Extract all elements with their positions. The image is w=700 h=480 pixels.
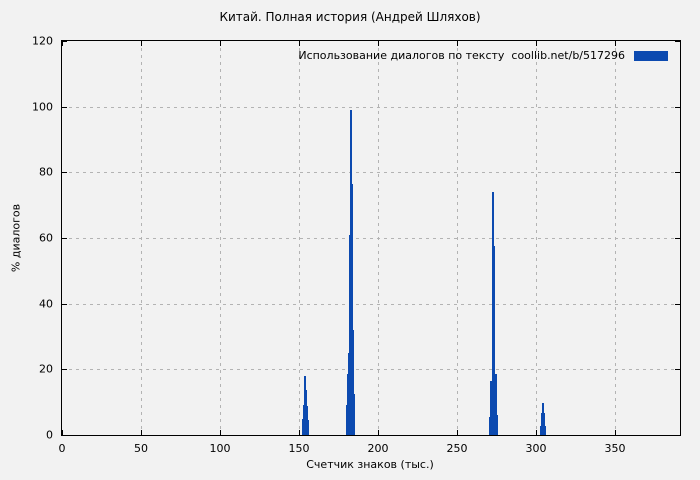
y-gridline — [62, 172, 680, 173]
y-gridline — [62, 238, 680, 239]
y-tick-label: 40 — [39, 297, 53, 311]
x-tick-mark — [62, 430, 63, 435]
legend-swatch-icon — [634, 50, 668, 61]
x-tick-mark — [536, 430, 537, 435]
x-axis-label: Счетчик знаков (тыс.) — [306, 458, 434, 471]
x-tick-mark — [299, 41, 300, 46]
y-tick-label: 0 — [46, 428, 53, 442]
y-tick-mark — [675, 41, 680, 42]
y-tick-label: 120 — [32, 34, 53, 48]
y-tick-mark — [62, 369, 67, 370]
bar — [353, 394, 355, 435]
x-tick-mark — [220, 430, 221, 435]
x-tick-label: 200 — [367, 442, 389, 455]
bar — [496, 415, 498, 435]
x-tick-mark — [141, 430, 142, 435]
x-tick-label: 50 — [134, 442, 148, 455]
x-tick-mark — [457, 430, 458, 435]
x-tick-label: 100 — [209, 442, 231, 455]
x-tick-mark — [220, 41, 221, 46]
y-tick-mark — [62, 41, 67, 42]
x-tick-label: 250 — [446, 442, 468, 455]
x-tick-mark — [536, 41, 537, 46]
plot-area: Использование диалогов по тексту coollib… — [32, 35, 681, 455]
x-tick-mark — [378, 430, 379, 435]
y-tick-label: 60 — [39, 231, 53, 245]
x-tick-mark — [615, 41, 616, 46]
x-tick-label: 350 — [604, 442, 626, 455]
x-tick-mark — [62, 41, 63, 46]
y-tick-mark — [675, 238, 680, 239]
bar — [544, 426, 546, 435]
y-tick-mark — [675, 369, 680, 370]
y-tick-mark — [675, 435, 680, 436]
y-tick-mark — [675, 172, 680, 173]
chart-title: Китай. Полная история (Андрей Шляхов) — [219, 10, 481, 24]
y-tick-mark — [62, 107, 67, 108]
y-axis-label: % диалогов — [9, 203, 23, 273]
legend-label: Использование диалогов по тексту coollib… — [298, 49, 625, 62]
x-tick-mark — [141, 41, 142, 46]
y-tick-label: 20 — [39, 362, 53, 376]
x-tick-mark — [378, 41, 379, 46]
bar — [495, 374, 497, 435]
x-tick-label: 0 — [58, 442, 66, 455]
bar — [493, 246, 495, 435]
bar — [351, 184, 353, 435]
y-tick-label: 80 — [39, 165, 53, 179]
y-tick-mark — [675, 304, 680, 305]
bar — [490, 381, 492, 435]
x-tick-mark — [615, 430, 616, 435]
legend: Использование диалогов по тексту coollib… — [298, 49, 668, 62]
x-tick-mark — [457, 41, 458, 46]
bar — [307, 420, 309, 435]
bar — [543, 413, 545, 435]
bar — [352, 330, 354, 435]
y-tick-mark — [675, 107, 680, 108]
x-tick-mark — [299, 430, 300, 435]
y-tick-mark — [62, 304, 67, 305]
y-gridline — [62, 107, 680, 108]
y-tick-mark — [62, 172, 67, 173]
y-gridline — [62, 304, 680, 305]
y-tick-mark — [62, 435, 67, 436]
x-tick-label: 150 — [288, 442, 310, 455]
y-tick-label: 100 — [32, 100, 53, 114]
x-tick-label: 300 — [525, 442, 547, 455]
y-gridline — [62, 369, 680, 370]
y-tick-mark — [62, 238, 67, 239]
